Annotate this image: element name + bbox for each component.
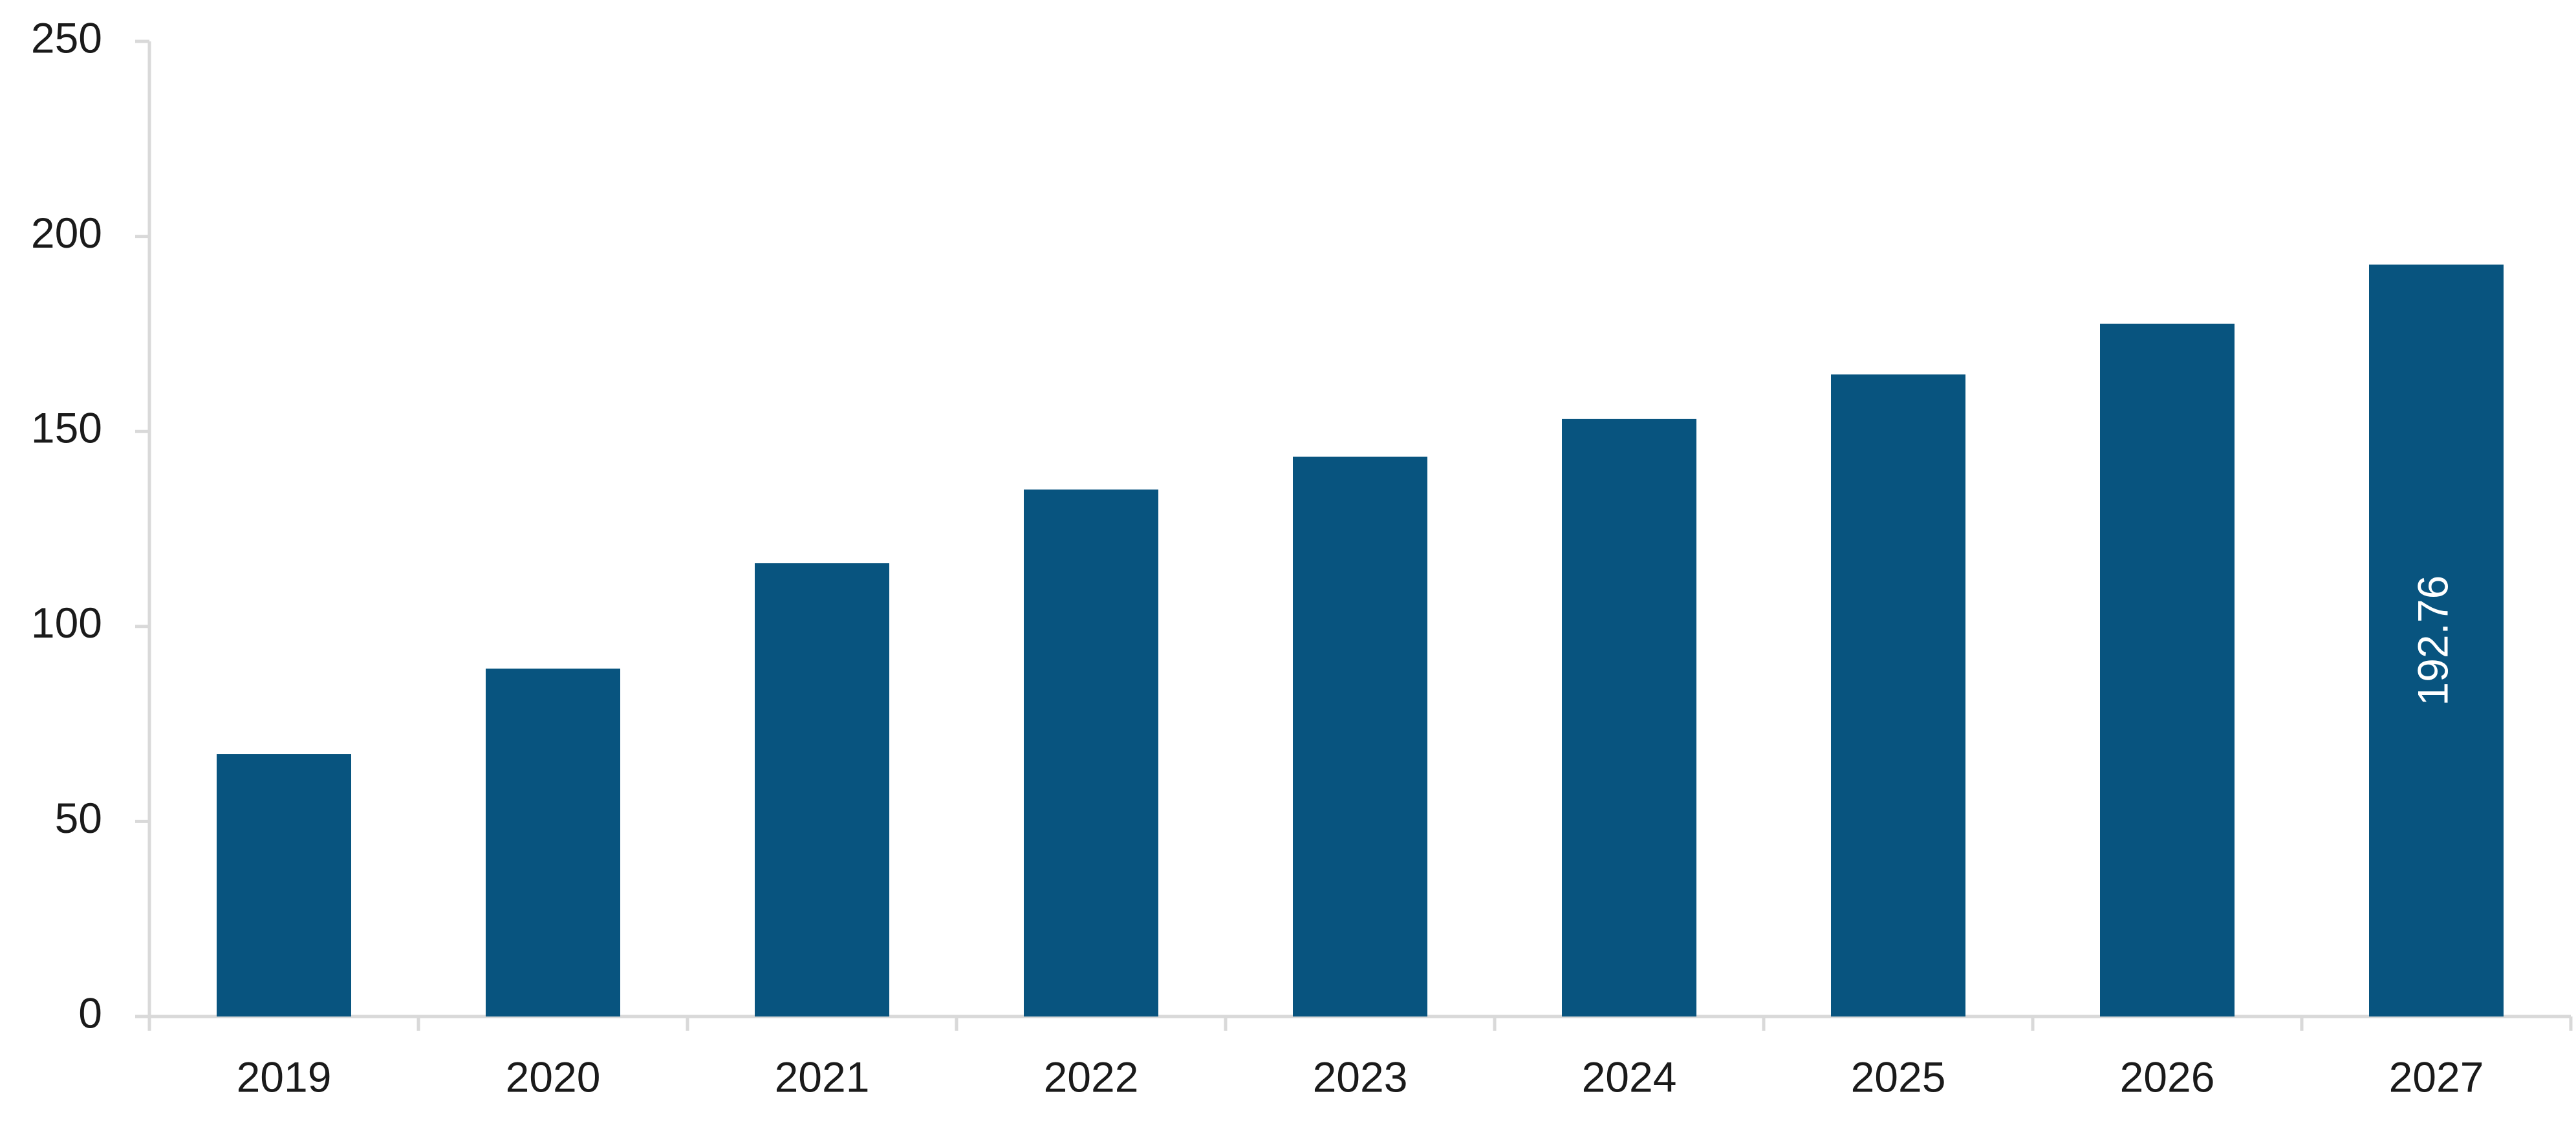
bar [1562, 418, 1696, 1016]
bar [486, 668, 620, 1016]
x-tick-label: 2026 [2120, 1053, 2215, 1101]
bar [217, 754, 351, 1016]
bar [1293, 457, 1427, 1016]
x-tick-label: 2023 [1313, 1053, 1408, 1101]
y-tick-label: 250 [31, 14, 102, 61]
x-tick-label: 2025 [1851, 1053, 1946, 1101]
x-tick-label: 2021 [775, 1053, 870, 1101]
y-tick-label: 0 [78, 989, 102, 1037]
x-tick-label: 2020 [506, 1053, 601, 1101]
y-tick-label: 50 [55, 794, 102, 842]
x-tick-label: 2022 [1044, 1053, 1139, 1101]
y-tick-label: 100 [31, 599, 102, 647]
bar [1024, 489, 1158, 1016]
data-label: 192.76 [2408, 575, 2456, 706]
y-tick-label: 200 [31, 209, 102, 257]
bar [2100, 323, 2235, 1016]
x-tick-label: 2027 [2389, 1053, 2484, 1101]
bar [1831, 374, 1965, 1016]
bar [755, 563, 889, 1016]
bar [2369, 264, 2504, 1016]
x-tick-label: 2024 [1582, 1053, 1677, 1101]
y-tick-label: 150 [31, 404, 102, 452]
x-tick-label: 2019 [237, 1053, 332, 1101]
